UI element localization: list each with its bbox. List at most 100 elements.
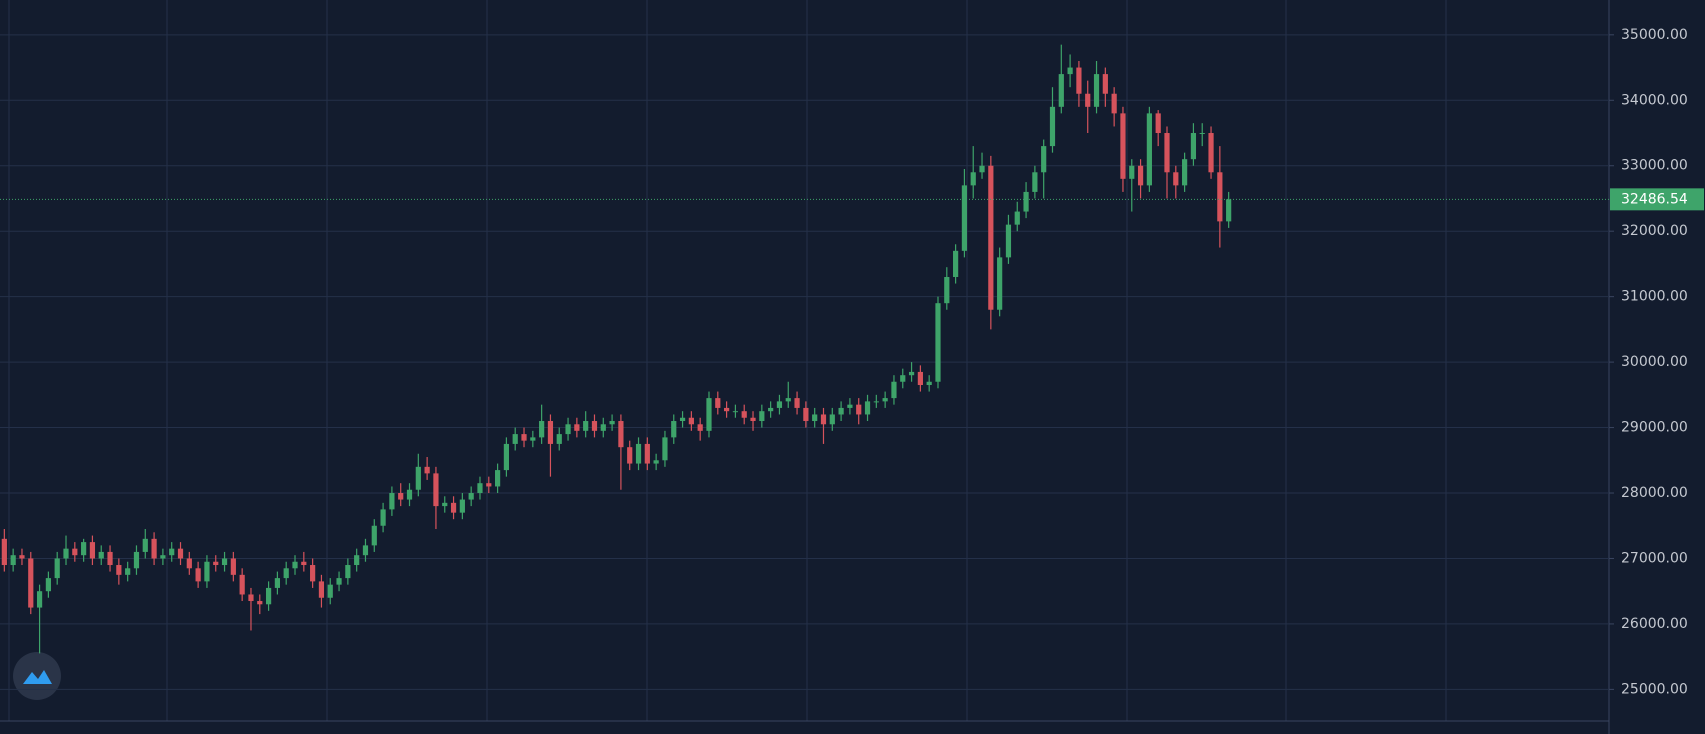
candle-body bbox=[688, 417, 694, 425]
candle-body bbox=[715, 398, 721, 408]
candle-body bbox=[230, 558, 236, 575]
candle-body bbox=[776, 401, 783, 408]
candle-body bbox=[1129, 165, 1135, 179]
candle-body bbox=[732, 411, 739, 413]
candle-body bbox=[1173, 172, 1179, 186]
candle-body bbox=[362, 545, 369, 556]
candle-body bbox=[63, 548, 69, 559]
candle-body bbox=[864, 401, 871, 415]
candle-body bbox=[415, 466, 421, 490]
logo-icon[interactable] bbox=[23, 670, 52, 684]
candle-body bbox=[204, 561, 210, 582]
y-tick-label: 25000.00 bbox=[1621, 681, 1688, 697]
candle-body bbox=[961, 185, 968, 251]
y-tick-label: 28000.00 bbox=[1621, 485, 1688, 501]
candle-body bbox=[706, 398, 712, 431]
y-tick-label: 34000.00 bbox=[1621, 92, 1688, 108]
candle-body bbox=[635, 443, 642, 464]
candle-body bbox=[81, 542, 87, 556]
candle-body bbox=[1182, 159, 1188, 186]
candle-body bbox=[345, 565, 351, 579]
candle-body bbox=[213, 561, 219, 566]
candle-body bbox=[186, 558, 192, 569]
candle-body bbox=[28, 558, 34, 608]
candle-body bbox=[838, 407, 844, 415]
candle-body bbox=[19, 555, 25, 559]
candle-body bbox=[785, 398, 791, 402]
last-price-label: 32486.54 bbox=[1621, 191, 1688, 207]
candle-body bbox=[583, 421, 589, 431]
candle-body bbox=[671, 421, 677, 438]
candle-body bbox=[442, 502, 448, 507]
candle-body bbox=[1146, 113, 1152, 186]
candle-body bbox=[653, 460, 659, 464]
candle-body bbox=[195, 568, 201, 582]
candle-body bbox=[450, 502, 457, 513]
candle-body bbox=[380, 509, 386, 526]
candle-body bbox=[274, 578, 280, 588]
y-tick-label: 27000.00 bbox=[1621, 550, 1688, 566]
candle-body bbox=[398, 493, 404, 500]
logo-circle[interactable] bbox=[13, 652, 61, 700]
candle-body bbox=[970, 172, 976, 186]
candle-body bbox=[530, 437, 536, 441]
candle-body bbox=[679, 417, 686, 422]
candle-body bbox=[1, 538, 7, 566]
candle-body bbox=[1120, 113, 1126, 179]
candle-body bbox=[820, 414, 827, 425]
candle-body bbox=[1102, 74, 1108, 94]
candle-body bbox=[433, 473, 439, 507]
candle-body bbox=[54, 558, 60, 579]
candle-body bbox=[1208, 133, 1214, 173]
time-grid bbox=[8, 0, 1447, 721]
candle-body bbox=[389, 493, 395, 510]
candle-body bbox=[169, 548, 175, 556]
candle-body bbox=[803, 407, 809, 422]
candle-body bbox=[503, 443, 510, 471]
candle-body bbox=[177, 548, 184, 559]
candle-body bbox=[98, 551, 104, 559]
candle-body bbox=[265, 587, 272, 605]
candle-body bbox=[371, 525, 377, 546]
candle-body bbox=[750, 417, 756, 422]
y-tick-label: 26000.00 bbox=[1621, 616, 1688, 632]
candle-body bbox=[724, 407, 730, 412]
candle-body bbox=[697, 424, 703, 431]
candle-body bbox=[142, 538, 148, 552]
candle-body bbox=[741, 411, 747, 418]
candle-body bbox=[1164, 133, 1170, 173]
logo[interactable] bbox=[13, 652, 61, 700]
candle-body bbox=[556, 434, 562, 444]
candle-body bbox=[318, 581, 325, 598]
y-tick-label: 35000.00 bbox=[1621, 27, 1688, 43]
candle-body bbox=[574, 424, 580, 431]
candle-body bbox=[539, 421, 545, 438]
candle-body bbox=[812, 414, 818, 422]
last-price-box bbox=[1610, 188, 1704, 211]
y-tick-label: 30000.00 bbox=[1621, 354, 1688, 370]
candle-body bbox=[829, 414, 835, 425]
candle-body bbox=[997, 257, 1003, 310]
candle-body bbox=[257, 601, 263, 605]
candle-body bbox=[935, 303, 941, 382]
candle-body bbox=[89, 542, 96, 559]
candle-body bbox=[644, 443, 650, 464]
candle-body bbox=[1199, 133, 1205, 135]
candle-body bbox=[10, 555, 16, 566]
candle-body bbox=[424, 466, 430, 474]
candle-body bbox=[908, 371, 915, 376]
candle-body bbox=[1067, 67, 1073, 75]
candle-body bbox=[221, 558, 228, 566]
candle-body bbox=[1058, 74, 1064, 107]
y-tick-label: 33000.00 bbox=[1621, 158, 1688, 174]
candle-body bbox=[1085, 93, 1091, 107]
candle-body bbox=[1005, 224, 1012, 258]
candle-body bbox=[521, 434, 527, 441]
y-tick-label: 29000.00 bbox=[1621, 420, 1688, 436]
candle-body bbox=[406, 489, 413, 500]
candle-body bbox=[1041, 146, 1047, 173]
candle-body bbox=[133, 551, 140, 569]
candle-body bbox=[36, 591, 43, 608]
candle-body bbox=[565, 424, 571, 435]
